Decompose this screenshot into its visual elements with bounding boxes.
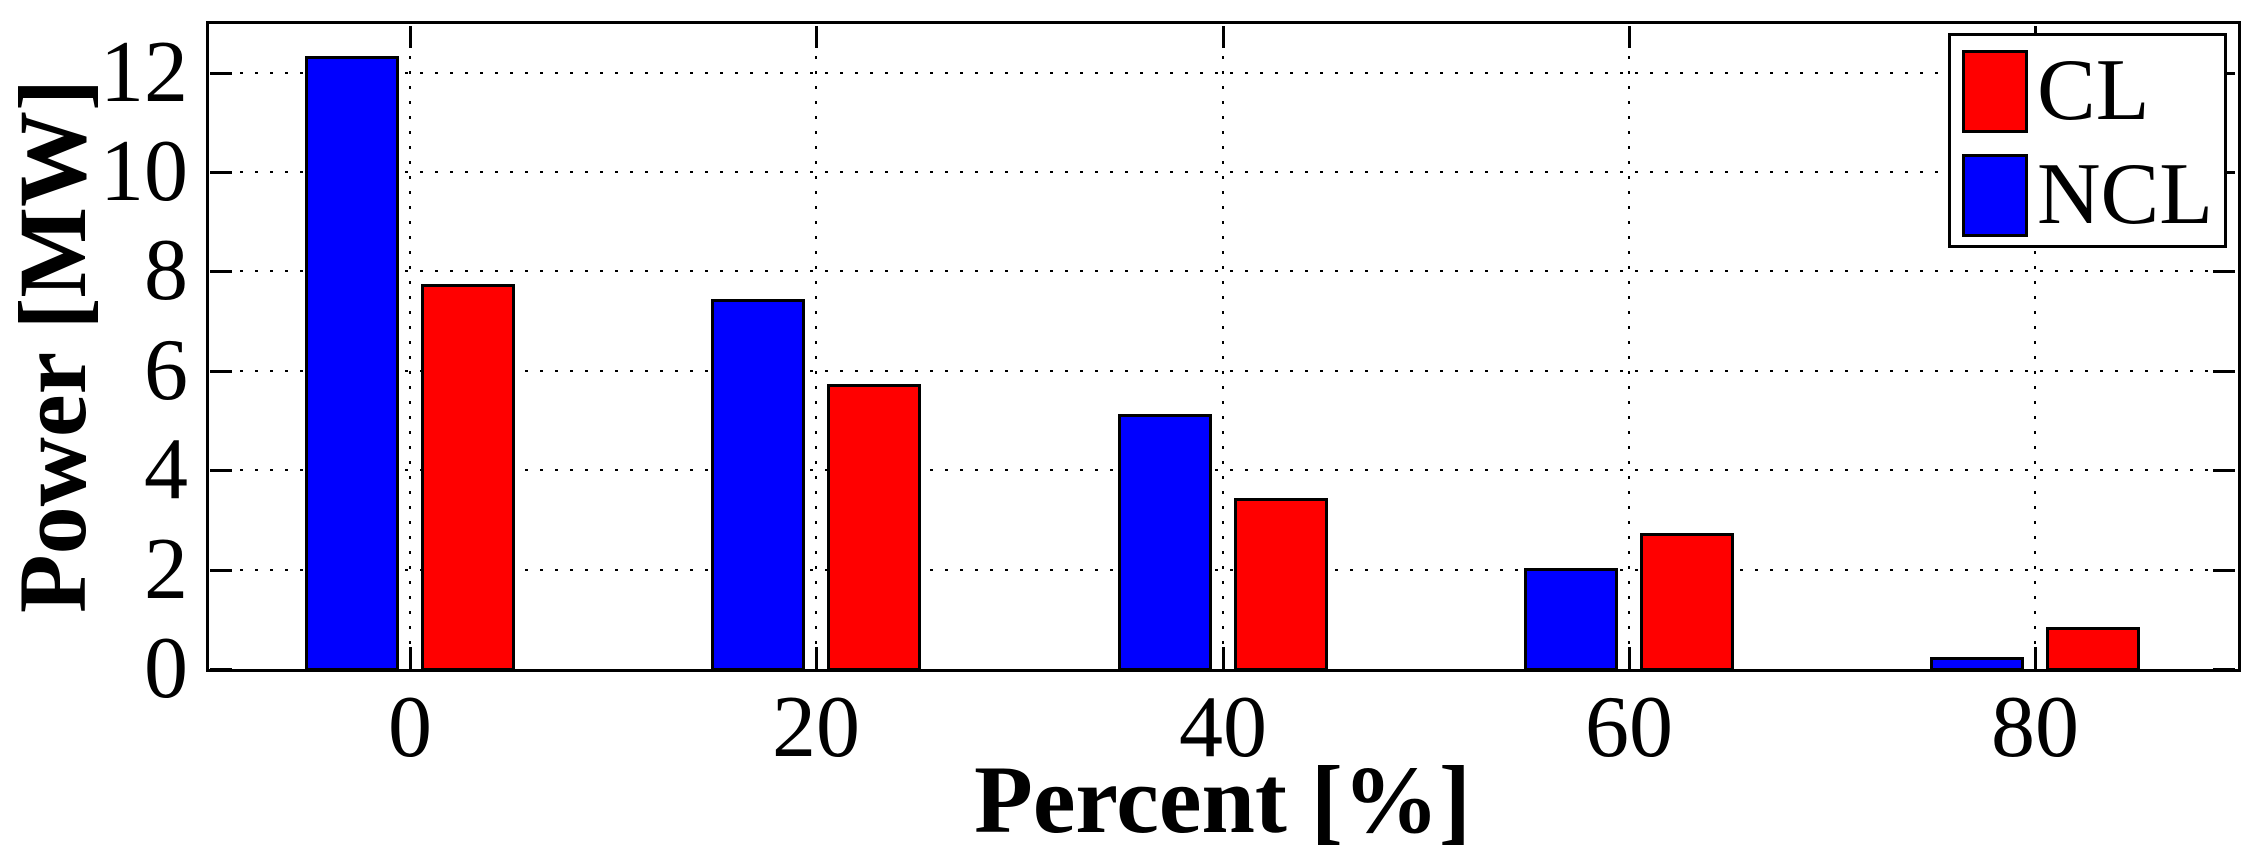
legend-entry-cl: CL (1951, 47, 2224, 143)
x-tick-top-60 (1628, 26, 1631, 48)
y-tick-label-12: 12 (100, 24, 188, 121)
y-tick-left-6 (210, 370, 232, 373)
y-axis-label: Power [MW] (0, 79, 106, 613)
x-tick-label-0: 0 (388, 679, 432, 776)
y-tick-left-2 (210, 569, 232, 572)
y-tick-label-2: 2 (144, 521, 188, 618)
y-tick-right-6 (2213, 370, 2235, 373)
x-tick-label-40: 40 (1179, 679, 1267, 776)
gridline-x-80 (2033, 26, 2036, 666)
plot-area-border (206, 21, 2241, 672)
x-tick-label-60: 60 (1585, 679, 1673, 776)
x-tick-top-0 (409, 26, 412, 48)
y-tick-right-2 (2213, 569, 2235, 572)
x-tick-bottom-40 (1222, 647, 1225, 669)
y-tick-left-8 (210, 270, 232, 273)
y-tick-label-4: 4 (144, 421, 188, 518)
x-tick-bottom-0 (409, 647, 412, 669)
legend-entry-ncl: NCL (1951, 151, 2224, 247)
legend-label-cl: CL (2037, 42, 2150, 139)
y-tick-label-10: 10 (100, 123, 188, 220)
y-tick-label-6: 6 (144, 322, 188, 419)
y-tick-label-8: 8 (144, 222, 188, 319)
y-tick-left-12 (210, 72, 232, 75)
y-tick-right-4 (2213, 469, 2235, 472)
y-tick-left-4 (210, 469, 232, 472)
legend-swatch-ncl (1962, 154, 2028, 237)
x-axis-label: Percent [%] (974, 746, 1471, 853)
gridline-x-60 (1627, 26, 1630, 666)
gridline-x-20 (815, 26, 818, 666)
x-tick-label-20: 20 (772, 679, 860, 776)
x-tick-label-80: 80 (1991, 679, 2079, 776)
y-tick-left-10 (210, 171, 232, 174)
x-tick-bottom-60 (1628, 647, 1631, 669)
x-tick-top-40 (1222, 26, 1225, 48)
x-tick-bottom-80 (2034, 647, 2037, 669)
bar-ncl-0 (305, 56, 399, 671)
bar-cl-0 (421, 284, 515, 671)
legend-swatch-cl (1962, 50, 2028, 133)
bar-ncl-20 (711, 299, 805, 671)
legend-label-ncl: NCL (2037, 146, 2213, 243)
y-tick-right-8 (2213, 270, 2235, 273)
legend: CL NCL (1948, 33, 2227, 248)
y-tick-label-0: 0 (144, 620, 188, 717)
bar-ncl-40 (1118, 414, 1212, 671)
x-tick-bottom-20 (815, 647, 818, 669)
gridline-x-40 (1221, 26, 1224, 666)
gridline-x-0 (409, 26, 412, 666)
bar-cl-20 (827, 384, 921, 671)
x-tick-top-20 (815, 26, 818, 48)
